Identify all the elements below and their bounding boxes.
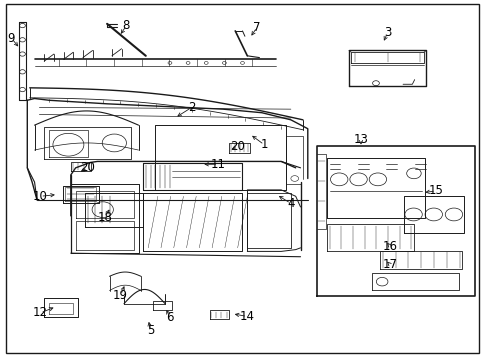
Text: 14: 14	[240, 310, 254, 323]
Text: 3: 3	[383, 26, 391, 39]
Text: 13: 13	[353, 133, 368, 146]
Text: 12: 12	[33, 306, 48, 320]
Text: 16: 16	[382, 240, 397, 252]
Text: 11: 11	[211, 158, 226, 171]
Text: 10: 10	[33, 190, 48, 203]
Text: 2: 2	[188, 101, 195, 114]
Text: 17: 17	[382, 258, 397, 271]
Text: 20: 20	[230, 140, 244, 153]
Text: 8: 8	[122, 19, 130, 32]
Text: 6: 6	[166, 311, 173, 324]
Text: 5: 5	[147, 324, 154, 337]
Text: 1: 1	[260, 138, 268, 151]
Text: 18: 18	[97, 211, 112, 224]
Text: 15: 15	[428, 185, 442, 197]
Text: 19: 19	[113, 289, 128, 302]
Text: 4: 4	[287, 197, 294, 210]
Text: 9: 9	[8, 31, 15, 45]
Text: 20: 20	[80, 161, 95, 174]
Text: 7: 7	[253, 21, 260, 34]
